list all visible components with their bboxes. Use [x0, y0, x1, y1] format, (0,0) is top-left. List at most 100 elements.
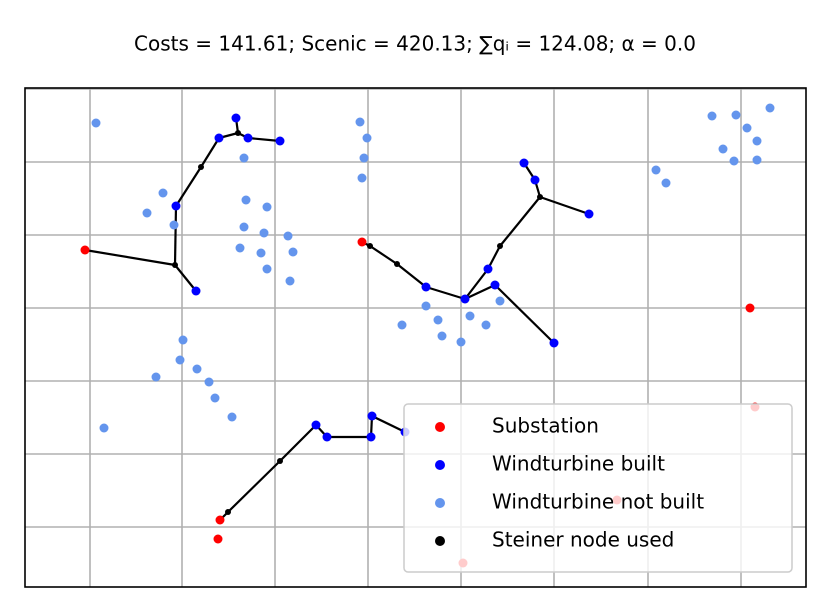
point: [178, 335, 188, 345]
point: [239, 222, 249, 232]
legend-label: Windturbine not built: [492, 490, 704, 514]
point: [367, 411, 377, 421]
point: [215, 515, 225, 525]
point: [481, 320, 491, 330]
point: [192, 364, 202, 374]
point: [285, 276, 295, 286]
edge: [227, 460, 281, 513]
point: [99, 423, 109, 433]
edge: [396, 263, 427, 288]
point: [366, 432, 376, 442]
edge: [279, 424, 317, 462]
point: [175, 355, 185, 365]
point: [433, 315, 443, 325]
point: [437, 331, 447, 341]
edge: [494, 284, 555, 344]
edge: [174, 264, 197, 292]
point: [172, 262, 178, 268]
point: [241, 195, 251, 205]
chart-title: Costs = 141.61; Scenic = 420.13; ∑qᵢ = 1…: [134, 32, 696, 56]
point: [198, 164, 204, 170]
legend: Substation Windturbine built Windturbine n…: [403, 403, 793, 573]
point: [397, 320, 407, 330]
edge: [200, 137, 220, 168]
point: [537, 194, 543, 200]
edge: [539, 195, 590, 216]
point: [91, 118, 101, 128]
point: [394, 261, 400, 267]
point: [729, 156, 739, 166]
point: [530, 175, 540, 185]
edge: [175, 166, 202, 207]
point: [357, 173, 367, 183]
edge: [84, 248, 176, 267]
point: [456, 337, 466, 347]
point: [421, 282, 431, 292]
point: [171, 201, 181, 211]
point: [277, 458, 283, 464]
point: [322, 432, 332, 442]
point: [362, 133, 372, 143]
point: [519, 158, 529, 168]
point: [239, 153, 249, 163]
edge: [499, 196, 541, 247]
point: [707, 111, 717, 121]
point: [142, 208, 152, 218]
point: [235, 130, 241, 136]
point: [742, 123, 752, 133]
point: [259, 228, 269, 238]
point: [213, 534, 223, 544]
point: [549, 338, 559, 348]
legend-marker: [435, 460, 445, 470]
edge: [464, 284, 496, 300]
plot-frame: [24, 87, 807, 588]
point: [275, 136, 285, 146]
point: [495, 296, 505, 306]
legend-label: Windturbine built: [492, 452, 665, 476]
legend-marker: [435, 422, 445, 432]
point: [80, 245, 90, 255]
legend-label: Substation: [492, 414, 599, 438]
point: [661, 178, 671, 188]
point: [357, 237, 367, 247]
point: [367, 243, 373, 249]
point: [651, 165, 661, 175]
edge: [425, 285, 466, 301]
edge: [247, 136, 281, 143]
point: [288, 247, 298, 257]
edge: [464, 268, 489, 300]
legend-marker: [435, 536, 445, 546]
point: [262, 264, 272, 274]
point: [283, 231, 293, 241]
point: [243, 133, 253, 143]
point: [752, 155, 762, 165]
point: [151, 372, 161, 382]
point: [745, 303, 755, 313]
point: [359, 153, 369, 163]
point: [355, 117, 365, 127]
point: [227, 412, 237, 422]
point: [490, 280, 500, 290]
point: [204, 377, 214, 387]
point: [262, 202, 272, 212]
point: [225, 509, 231, 515]
point: [214, 133, 224, 143]
point: [235, 243, 245, 253]
point: [483, 264, 493, 274]
point: [210, 393, 220, 403]
edge: [369, 245, 398, 265]
point: [465, 311, 475, 321]
legend-label: Steiner node used: [492, 528, 674, 552]
point: [765, 103, 775, 113]
point: [752, 136, 762, 146]
legend-box: [403, 403, 793, 573]
legend-marker: [435, 498, 445, 508]
point: [460, 294, 470, 304]
point: [256, 248, 266, 258]
point: [311, 420, 321, 430]
edge: [173, 205, 178, 266]
point: [191, 286, 201, 296]
point: [718, 144, 728, 154]
edge: [371, 415, 406, 433]
